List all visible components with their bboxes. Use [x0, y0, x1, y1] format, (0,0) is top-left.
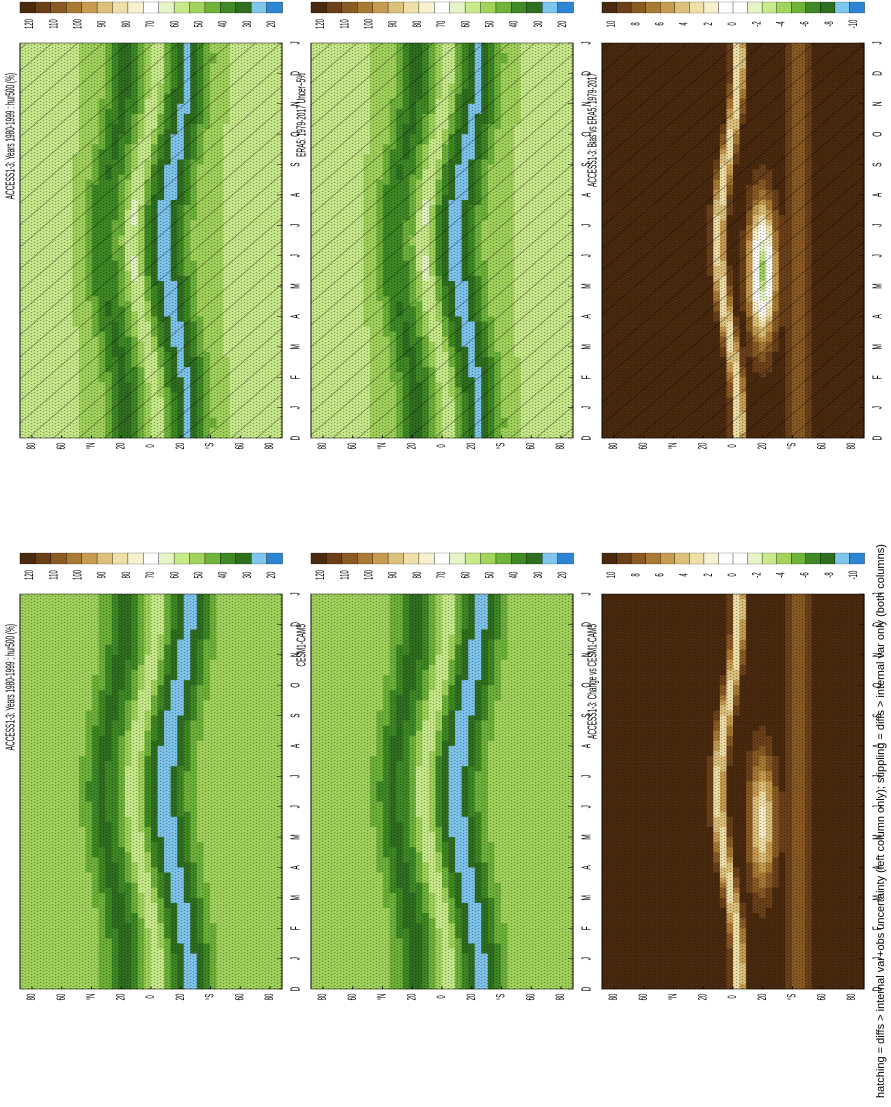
colorbar-swatch	[35, 1, 52, 14]
latitude-tick-label: 0	[144, 444, 158, 447]
month-tick-label: D	[289, 436, 303, 441]
latitude-tick-label: 80	[263, 443, 277, 450]
colorbar-tick-label: 40	[217, 21, 231, 28]
colorbar-swatch	[50, 1, 67, 14]
colorbar-tick-label: 90	[96, 21, 110, 28]
colorbar-tick-label: 110	[47, 19, 61, 29]
month-tick-label: A	[289, 193, 303, 197]
colorbar-swatch	[112, 1, 129, 14]
month-tick-label: M	[289, 344, 303, 349]
colorbar-swatch	[19, 1, 37, 14]
month-tick-label: A	[289, 314, 303, 318]
latitude-tick-label: 20	[114, 443, 128, 450]
colorbar: 120 110 100 90 80 70 60 50 40 30 20	[19, 1, 283, 29]
latitude-tick-label: 20	[174, 443, 188, 450]
colorbar-swatch	[143, 1, 160, 14]
latitude-tick-label: 60	[233, 443, 247, 450]
colorbar-tick-label: 20	[265, 21, 279, 28]
colorbar-swatch	[96, 1, 114, 14]
month-tick-label: F	[289, 375, 303, 379]
colorbar-swatch	[250, 1, 268, 14]
month-tick-label: J	[289, 41, 303, 44]
month-tick-label: J	[289, 224, 303, 227]
colorbar-swatch	[189, 1, 206, 14]
month-tick-label: J	[289, 254, 303, 257]
colorbar-swatch	[220, 1, 237, 14]
colorbar-swatch	[158, 1, 175, 14]
colorbar-swatch	[81, 1, 98, 14]
colorbar-tick-label: 70	[144, 21, 158, 28]
colorbar-tick-label: 100	[71, 19, 85, 29]
colorbar-tick-label: 120	[23, 19, 37, 29]
colorbar-swatch	[66, 1, 83, 14]
latitude-tick-label: °N	[85, 443, 99, 450]
colorbar-tick-label: 30	[241, 21, 255, 28]
colorbar-swatch	[127, 1, 144, 14]
month-tick-label: S	[289, 162, 303, 166]
hatching-overlay	[20, 43, 282, 438]
latitude-tick-label: °S	[204, 443, 218, 449]
colorbar-tick-label: 50	[192, 21, 206, 28]
colorbar-swatch	[235, 1, 252, 14]
colorbar-swatch	[173, 1, 191, 14]
latitude-tick-label: 60	[55, 443, 69, 450]
latitude-tick-label: 80	[25, 443, 39, 450]
colorbar-swatch	[204, 1, 222, 14]
colorbar-tick-label: 60	[168, 21, 182, 28]
month-tick-label: J	[289, 406, 303, 409]
panel-title: ACCESS1-3: Years 1980-1999 : hur500 (%)	[4, 73, 18, 199]
month-tick-label: M	[289, 283, 303, 288]
colorbar-swatch	[266, 1, 283, 14]
colorbar-tick-label: 80	[120, 21, 134, 28]
